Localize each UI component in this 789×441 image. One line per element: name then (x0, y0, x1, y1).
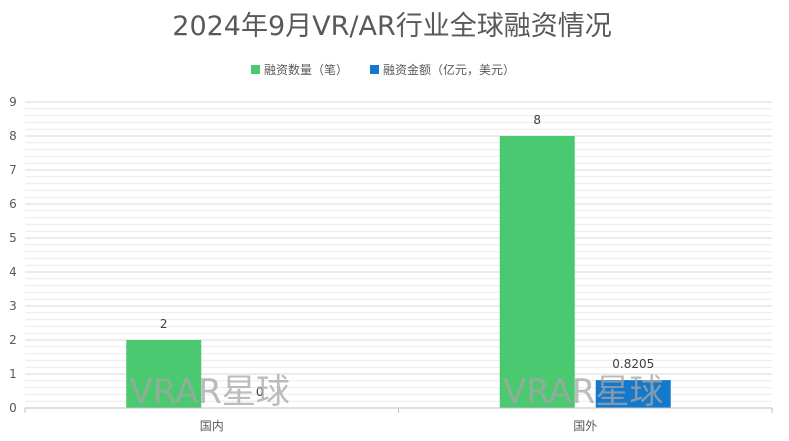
bars (126, 136, 671, 408)
watermark-text: VRAR星球 (503, 372, 663, 412)
legend: 融资数量（笔） 融资金额（亿元，美元） (251, 62, 515, 77)
bar-count (126, 340, 202, 408)
y-tick-label: 6 (9, 197, 17, 211)
chart-title: 2024年9月VR/AR行业全球融资情况 (172, 11, 611, 42)
bar-amount (595, 380, 671, 408)
y-tick-label: 2 (9, 333, 17, 347)
data-label: 8 (533, 113, 541, 127)
y-tick-label: 5 (9, 231, 17, 245)
legend-label-amount: 融资金额（亿元，美元） (383, 62, 515, 77)
legend-swatch-count (251, 65, 260, 74)
data-label: 0 (256, 385, 264, 399)
y-tick-label: 7 (9, 163, 17, 177)
x-axis: 国内 国外 (24, 407, 773, 433)
legend-swatch-amount (370, 65, 379, 74)
y-tick-label: 3 (9, 299, 17, 313)
bar-count (499, 136, 575, 408)
y-tick-label: 8 (9, 129, 17, 143)
legend-label-count: 融资数量（笔） (264, 62, 348, 77)
x-category-label: 国内 (200, 419, 224, 433)
data-label: 0.8205 (612, 357, 654, 371)
y-tick-label: 1 (9, 367, 17, 381)
y-tick-label: 0 (9, 401, 17, 415)
watermark-text: VRAR星球 (130, 372, 290, 412)
data-labels: 2 0 8 0.8205 (160, 113, 654, 399)
x-category-label: 国外 (573, 419, 597, 433)
y-axis-ticks: 0 1 2 3 4 5 6 7 8 9 (9, 95, 17, 415)
data-label: 2 (160, 317, 168, 331)
y-tick-label: 4 (9, 265, 17, 279)
y-tick-label: 9 (9, 95, 17, 109)
watermarks: VRAR星球 VRAR星球 (130, 372, 664, 412)
